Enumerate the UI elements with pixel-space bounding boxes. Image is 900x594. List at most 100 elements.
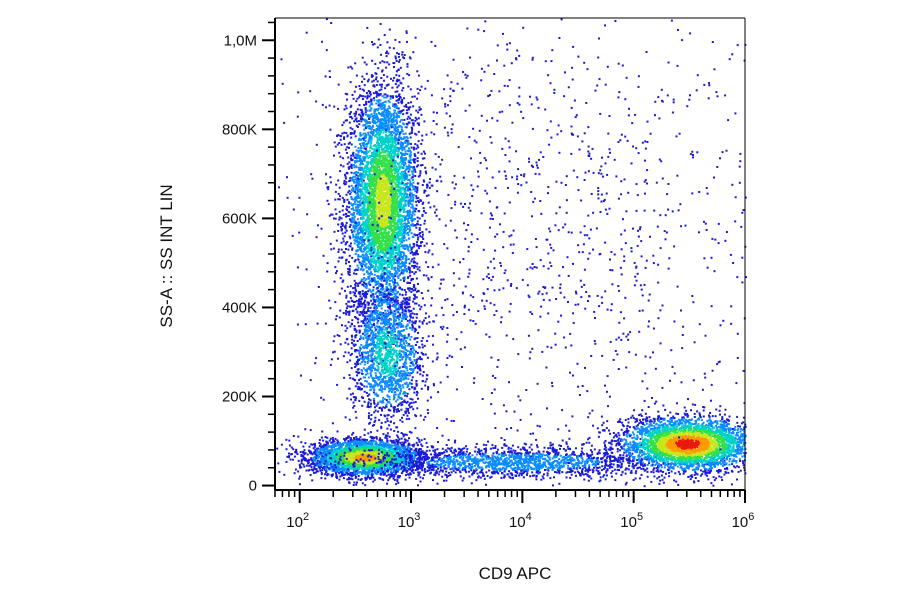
data-point	[401, 308, 404, 311]
data-point	[356, 157, 359, 160]
data-point	[411, 271, 414, 273]
data-point	[383, 106, 386, 109]
data-point	[393, 231, 396, 234]
data-point	[335, 315, 338, 317]
data-point	[393, 310, 396, 313]
data-point	[376, 171, 379, 174]
data-point	[367, 319, 370, 322]
data-point	[413, 187, 415, 190]
data-point	[416, 186, 419, 189]
data-point	[352, 175, 355, 178]
data-point	[338, 292, 341, 295]
data-point	[397, 130, 400, 133]
data-point	[387, 256, 390, 259]
data-point	[347, 156, 350, 159]
data-point	[384, 154, 387, 157]
data-point	[414, 36, 417, 39]
data-point	[380, 272, 383, 275]
data-point	[403, 263, 406, 266]
data-point	[365, 278, 368, 281]
data-point	[415, 226, 418, 229]
data-point	[377, 94, 380, 97]
data-point	[352, 154, 355, 157]
data-point	[372, 118, 375, 121]
data-point	[401, 144, 404, 147]
data-point	[361, 215, 364, 218]
data-point	[381, 137, 384, 140]
data-point	[383, 146, 386, 149]
data-point	[369, 228, 372, 231]
data-point	[389, 171, 392, 173]
data-point	[370, 229, 373, 232]
data-point	[384, 100, 387, 103]
data-point	[354, 175, 357, 178]
data-point	[369, 155, 371, 158]
data-point	[379, 133, 381, 136]
data-point	[415, 147, 418, 150]
data-point	[374, 215, 377, 218]
data-point	[339, 164, 342, 167]
data-point	[402, 77, 405, 80]
data-point	[372, 288, 375, 291]
data-point	[396, 201, 399, 204]
data-point	[388, 156, 391, 159]
data-point	[390, 238, 393, 241]
data-point	[350, 229, 353, 232]
data-point	[400, 205, 403, 208]
data-point	[381, 189, 383, 192]
data-point	[408, 174, 411, 177]
data-point	[354, 206, 357, 209]
data-point	[378, 268, 380, 271]
data-point	[372, 207, 375, 210]
data-point	[427, 266, 430, 268]
data-point	[360, 280, 363, 283]
data-point	[370, 128, 373, 131]
data-point	[379, 102, 382, 105]
data-point	[388, 263, 391, 266]
data-point	[384, 109, 386, 111]
data-point	[369, 218, 372, 221]
data-point	[431, 166, 434, 169]
data-point	[366, 235, 369, 238]
data-point	[359, 230, 362, 232]
data-point	[354, 165, 357, 168]
data-point	[419, 170, 422, 173]
data-point	[410, 290, 413, 293]
data-point	[360, 194, 362, 197]
data-point	[369, 144, 372, 147]
data-point	[362, 197, 365, 200]
data-point	[362, 256, 365, 259]
data-point	[390, 132, 392, 135]
data-point	[383, 105, 386, 108]
data-point	[370, 238, 373, 241]
data-point	[388, 275, 391, 278]
data-point	[382, 249, 385, 252]
data-point	[412, 207, 415, 210]
data-point	[417, 244, 420, 247]
data-point	[376, 300, 379, 303]
data-point	[391, 130, 394, 133]
data-point	[367, 182, 370, 185]
data-point	[365, 223, 368, 226]
data-point	[395, 161, 398, 164]
data-point	[337, 248, 340, 251]
data-point	[412, 148, 415, 151]
data-point	[373, 241, 376, 244]
data-point	[358, 255, 361, 258]
data-point	[385, 266, 388, 269]
data-point	[364, 258, 367, 261]
data-point	[386, 187, 389, 189]
data-point	[411, 185, 414, 188]
data-point	[378, 89, 381, 92]
data-point	[370, 107, 373, 110]
data-point	[371, 178, 374, 181]
data-point	[379, 183, 382, 186]
data-point	[394, 289, 397, 292]
data-point	[360, 183, 363, 186]
data-point	[342, 165, 345, 168]
data-point	[364, 164, 367, 167]
data-point	[395, 132, 398, 135]
data-point	[361, 41, 364, 44]
data-point	[413, 168, 416, 171]
data-point	[410, 279, 413, 282]
